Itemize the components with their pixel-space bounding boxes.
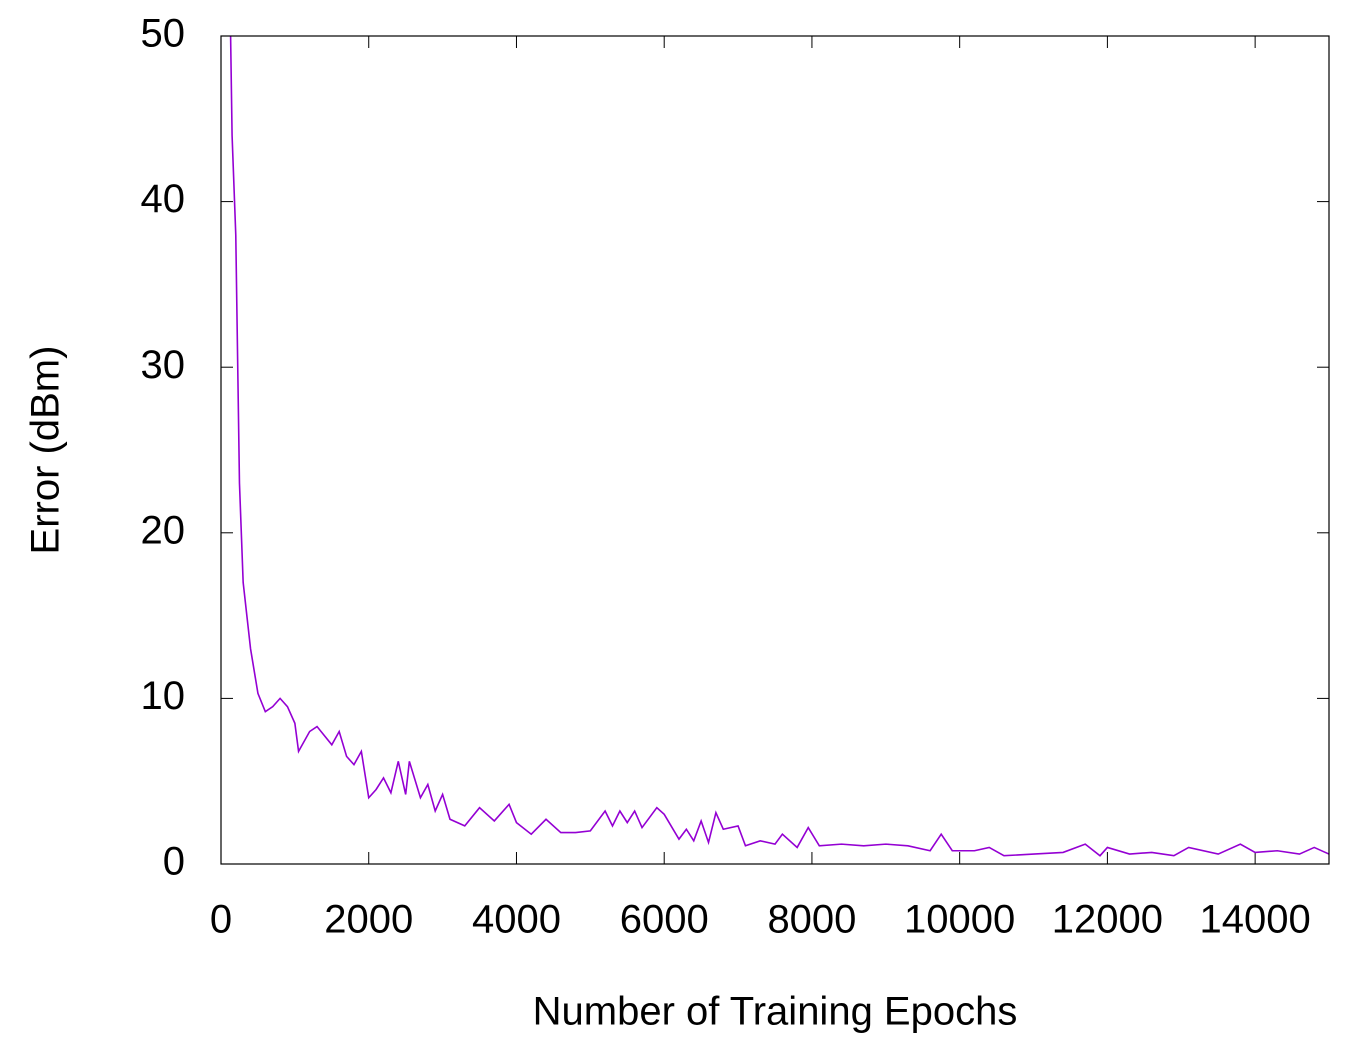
x-axis-label: Number of Training Epochs	[533, 990, 1018, 1034]
x-tick-label: 0	[210, 898, 232, 942]
y-tick-label: 30	[141, 343, 186, 387]
x-tick-label: 8000	[767, 898, 856, 942]
y-tick-label: 50	[141, 12, 186, 56]
x-tick-label: 2000	[324, 898, 413, 942]
x-tick-label: 6000	[620, 898, 709, 942]
y-tick-label: 20	[141, 508, 186, 552]
x-tick-label: 10000	[904, 898, 1015, 942]
data-line	[229, 35, 1330, 857]
y-tick-label: 10	[141, 674, 186, 718]
x-tick-label: 12000	[1052, 898, 1163, 942]
plot-frame	[220, 35, 1330, 865]
y-axis-label: Error (dBm)	[24, 346, 68, 555]
x-tick-label: 4000	[472, 898, 561, 942]
x-tick-label: 14000	[1200, 898, 1311, 942]
y-tick-label: 0	[163, 840, 185, 884]
y-tick-label: 40	[141, 177, 186, 221]
